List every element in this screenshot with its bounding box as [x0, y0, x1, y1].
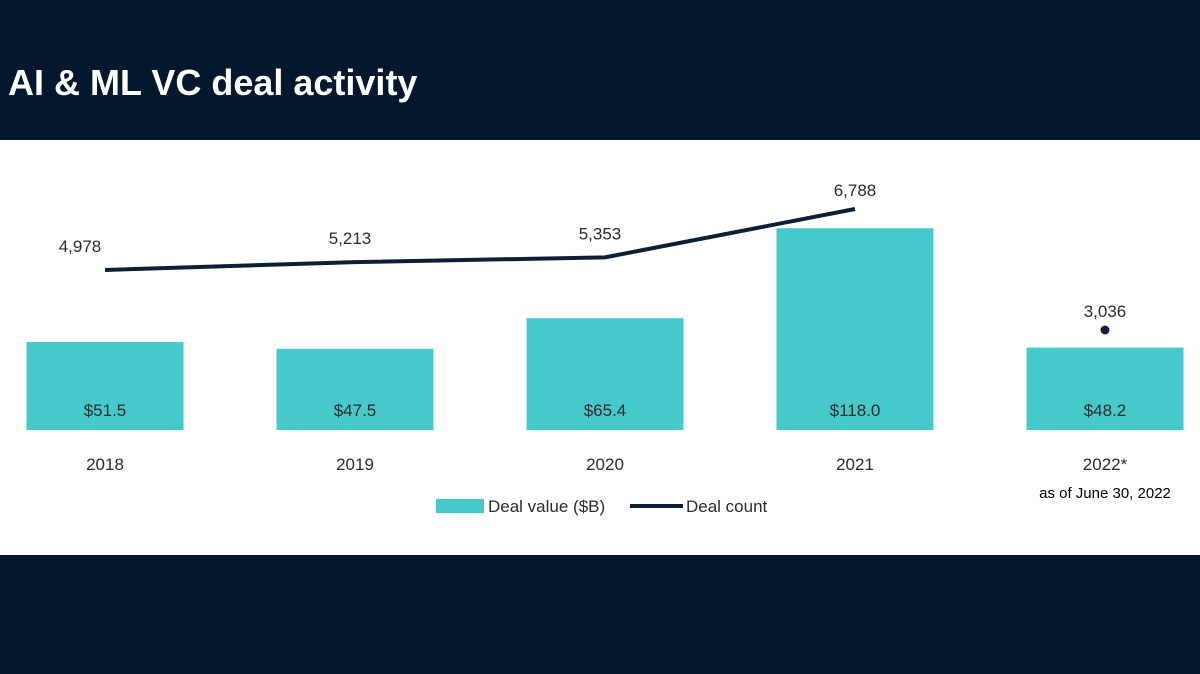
line-label: 3,036	[1084, 302, 1127, 321]
legend-swatch-deal-value	[436, 499, 484, 513]
x-tick-label: 2022*	[1083, 455, 1128, 474]
line-label: 5,353	[579, 224, 622, 243]
line-label: 5,213	[329, 229, 372, 248]
bar-2018	[26, 341, 184, 430]
chart-title: AI & ML VC deal activity	[8, 62, 418, 103]
bar-2020	[526, 318, 684, 430]
bar-label: $51.5	[84, 401, 127, 420]
x-tick-label: 2020	[586, 455, 624, 474]
bar-label: $118.0	[830, 401, 881, 420]
x-tick-label: 2019	[336, 455, 374, 474]
deal-count-point-2022	[1100, 325, 1110, 335]
x-tick-label: 2018	[86, 455, 124, 474]
legend-label-deal-count: Deal count	[686, 497, 768, 516]
legend-label-deal-value: Deal value ($B)	[488, 497, 605, 516]
line-label: 6,788	[834, 181, 877, 200]
bar-label: $48.2	[1084, 401, 1127, 420]
bar-2019	[276, 348, 434, 430]
bar-2022*	[1026, 347, 1184, 430]
deal-count-line	[104, 207, 856, 272]
bar-2021	[776, 228, 934, 430]
footnote: as of June 30, 2022	[1039, 485, 1171, 502]
line-label: 4,978	[59, 237, 102, 256]
bar-label: $65.4	[584, 401, 627, 420]
bar-label: $47.5	[334, 401, 377, 420]
x-tick-label: 2021	[836, 455, 874, 474]
